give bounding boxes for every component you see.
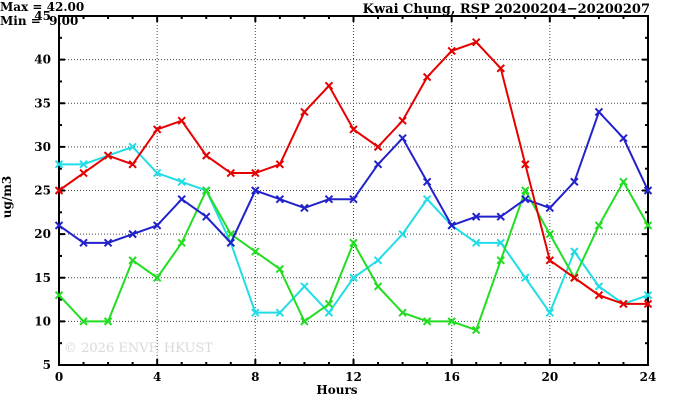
- y-axis-label: ug/m3: [0, 175, 14, 219]
- x-axis-label: Hours: [316, 383, 358, 397]
- svg-text:40: 40: [34, 53, 51, 67]
- chart-title: Kwai Chung, RSP 20200204−20200207: [362, 2, 650, 17]
- svg-text:8: 8: [251, 370, 259, 384]
- svg-text:10: 10: [34, 314, 51, 328]
- svg-text:25: 25: [34, 184, 51, 198]
- svg-text:4: 4: [153, 370, 161, 384]
- svg-text:24: 24: [640, 370, 657, 384]
- watermark: © 2026 ENVF, HKUST: [64, 341, 213, 356]
- min-annotation: Min = 9.00: [0, 14, 79, 28]
- svg-text:0: 0: [55, 370, 63, 384]
- svg-text:5: 5: [43, 358, 51, 372]
- svg-text:15: 15: [34, 271, 51, 285]
- svg-text:20: 20: [541, 370, 558, 384]
- max-annotation: Max = 42.00: [0, 0, 85, 14]
- svg-text:12: 12: [345, 370, 362, 384]
- svg-text:35: 35: [34, 96, 51, 110]
- svg-text:16: 16: [443, 370, 460, 384]
- svg-text:20: 20: [34, 227, 51, 241]
- max-min-annotation: Max = 42.00 Min = 9.00: [0, 0, 674, 28]
- svg-text:30: 30: [34, 140, 51, 154]
- svg-text:45: 45: [34, 9, 51, 23]
